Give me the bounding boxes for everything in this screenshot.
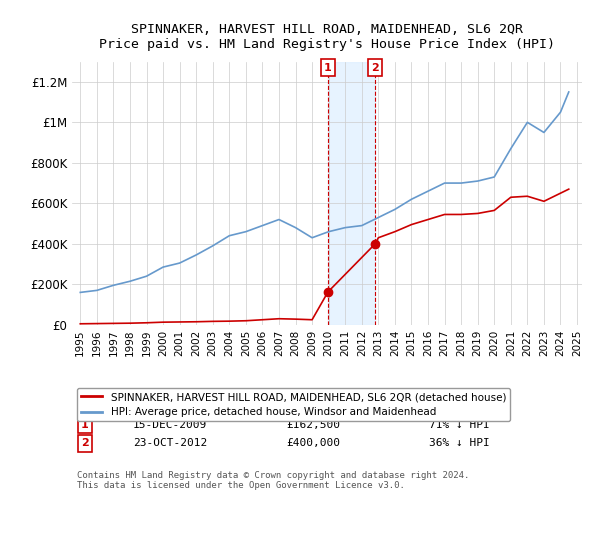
Text: 15-DEC-2009: 15-DEC-2009 [133,420,208,430]
Title: SPINNAKER, HARVEST HILL ROAD, MAIDENHEAD, SL6 2QR
Price paid vs. HM Land Registr: SPINNAKER, HARVEST HILL ROAD, MAIDENHEAD… [99,23,555,51]
Text: 23-OCT-2012: 23-OCT-2012 [133,438,208,448]
Text: 1: 1 [81,420,89,430]
Text: Contains HM Land Registry data © Crown copyright and database right 2024.
This d: Contains HM Land Registry data © Crown c… [77,471,469,490]
Text: 71% ↓ HPI: 71% ↓ HPI [429,420,490,430]
Text: £162,500: £162,500 [286,420,340,430]
Bar [328,62,375,325]
Text: 2: 2 [371,63,379,73]
Text: £400,000: £400,000 [286,438,340,448]
Legend: SPINNAKER, HARVEST HILL ROAD, MAIDENHEAD, SL6 2QR (detached house), HPI: Average: SPINNAKER, HARVEST HILL ROAD, MAIDENHEAD… [77,388,510,422]
Text: 36% ↓ HPI: 36% ↓ HPI [429,438,490,448]
Text: 1: 1 [324,63,332,73]
Text: 2: 2 [81,438,89,448]
